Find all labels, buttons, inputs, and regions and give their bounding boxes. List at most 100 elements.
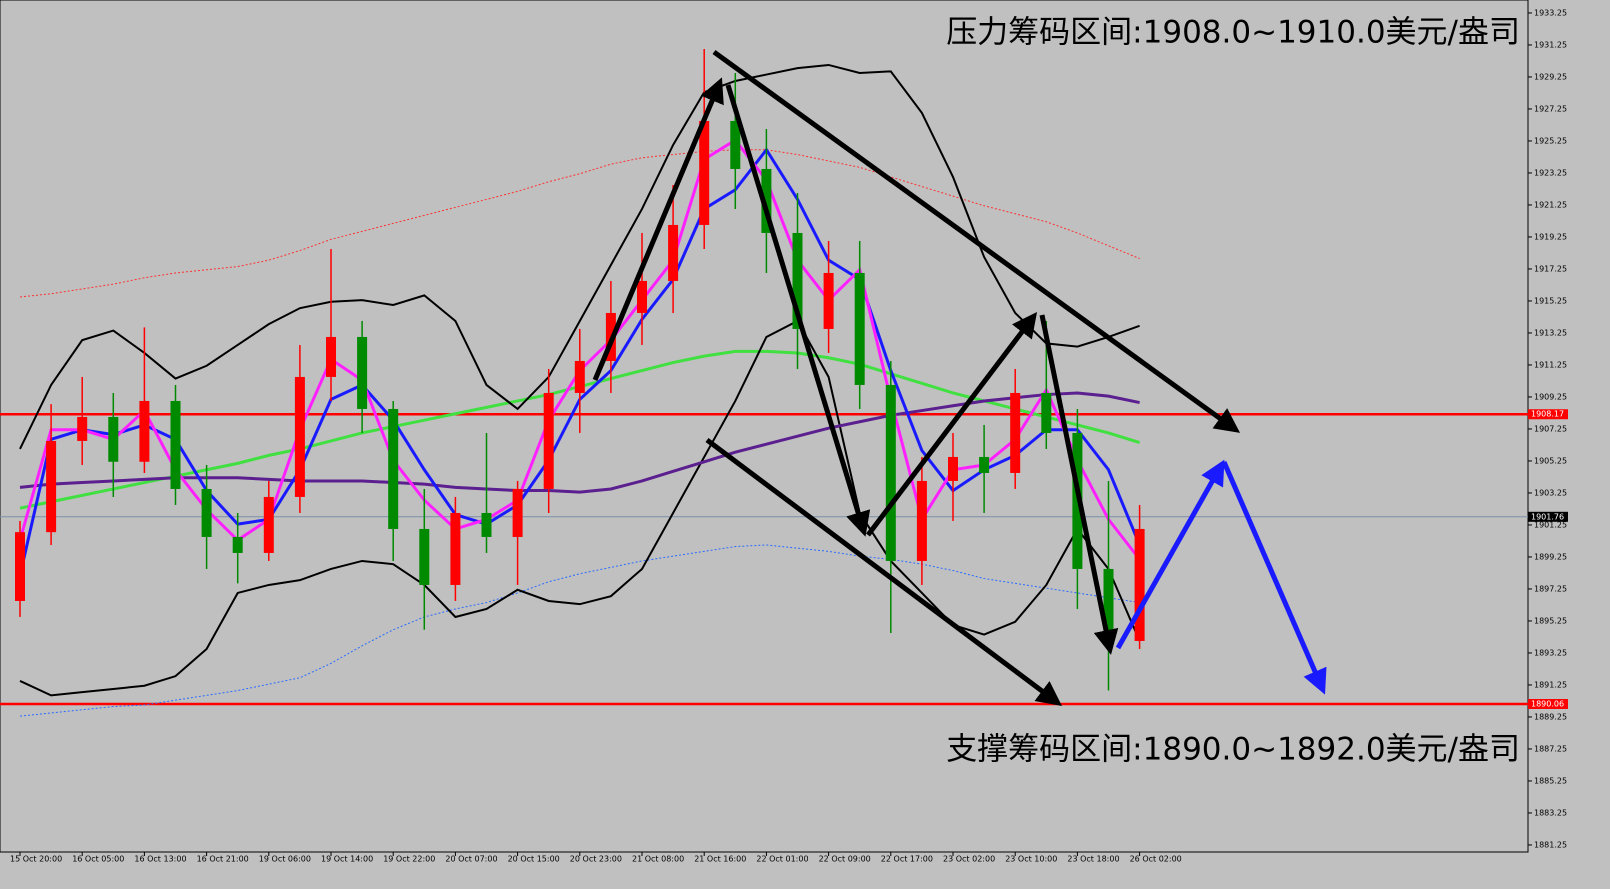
candle-body: [979, 456, 990, 473]
x-tick-label: 23 Oct 18:00: [1067, 855, 1119, 864]
y-tick-label: 1907.25: [1534, 424, 1567, 433]
x-tick-label: 19 Oct 22:00: [383, 855, 435, 864]
y-tick-label: 1919.25: [1534, 232, 1567, 241]
y-tick-label: 1897.25: [1534, 584, 1567, 593]
candle-body: [1041, 392, 1052, 433]
y-tick-label: 1929.25: [1534, 72, 1567, 81]
candle-body: [543, 392, 554, 489]
candle-body: [512, 488, 523, 537]
indicator-line: [19, 149, 1140, 298]
candle-body: [357, 336, 368, 409]
x-tick-label: 16 Oct 05:00: [72, 855, 124, 864]
candle-body: [699, 120, 710, 225]
y-tick-label: 1889.25: [1534, 712, 1567, 721]
y-tick-label: 1895.25: [1534, 616, 1567, 625]
x-tick-label: 23 Oct 02:00: [943, 855, 995, 864]
candle-body: [916, 480, 927, 561]
candle-body: [885, 384, 896, 561]
candle-body: [450, 512, 461, 585]
y-tick-label: 1923.25: [1534, 168, 1567, 177]
candle-body: [170, 400, 181, 489]
x-tick-label: 20 Oct 23:00: [570, 855, 622, 864]
y-tick-label: 1931.25: [1534, 40, 1567, 49]
price-label-box: [1528, 511, 1568, 522]
y-tick-label: 1881.25: [1534, 840, 1567, 849]
y-tick-label: 1917.25: [1534, 264, 1567, 273]
arrow: [866, 312, 1038, 537]
x-tick-label: 21 Oct 08:00: [632, 855, 684, 864]
y-tick-label: 1883.25: [1534, 808, 1567, 817]
x-tick-label: 15 Oct 20:00: [10, 855, 62, 864]
arrow: [1039, 314, 1119, 655]
candle-body: [419, 528, 430, 585]
candle-body: [263, 496, 274, 553]
candle-body: [730, 120, 741, 169]
arrow: [712, 49, 1241, 433]
y-tick-label: 1911.25: [1534, 360, 1567, 369]
arrow: [1221, 461, 1327, 695]
y-tick-label: 1893.25: [1534, 648, 1567, 657]
annotation: 压力筹码区间:1908.0~1910.0美元/盎司: [946, 15, 1520, 51]
arrow: [725, 84, 871, 537]
price-label: 1908.17: [1531, 410, 1564, 419]
y-tick-label: 1921.25: [1534, 200, 1567, 209]
candle-body: [761, 168, 772, 233]
y-tick-label: 1933.25: [1534, 8, 1567, 17]
x-tick-label: 22 Oct 17:00: [881, 855, 933, 864]
candle-body: [1103, 568, 1114, 641]
y-tick-label: 1905.25: [1534, 456, 1567, 465]
candle-body: [326, 336, 336, 377]
x-tick-label: 20 Oct 07:00: [445, 855, 497, 864]
x-tick-label: 19 Oct 06:00: [259, 855, 311, 864]
y-tick-label: 1903.25: [1534, 488, 1567, 497]
candle-body: [823, 272, 834, 329]
x-tick-label: 21 Oct 16:00: [694, 855, 746, 864]
y-tick-label: 1885.25: [1534, 776, 1567, 785]
annotation: 支撑筹码区间:1890.0~1892.0美元/盎司: [946, 732, 1520, 768]
indicator-line: [19, 63, 1140, 450]
candle-body: [574, 360, 585, 393]
price-label-box: [1528, 699, 1568, 709]
y-tick-label: 1913.25: [1534, 328, 1567, 337]
candle-body: [388, 408, 399, 529]
candle-body: [792, 232, 803, 329]
arrows: [592, 49, 1327, 706]
plot-area: [0, 0, 1529, 853]
price-label: 1901.76: [1531, 512, 1564, 521]
candle-body: [294, 376, 305, 497]
y-tick-label: 1887.25: [1534, 744, 1567, 753]
x-tick-label: 16 Oct 21:00: [197, 855, 249, 864]
x-tick-label: 23 Oct 10:00: [1005, 855, 1057, 864]
y-tick-label: 1927.25: [1534, 104, 1567, 113]
candle-body: [481, 512, 492, 537]
price-label: 1890.06: [1531, 700, 1564, 709]
y-tick-label: 1899.25: [1534, 552, 1567, 561]
x-tick-label: 20 Oct 15:00: [508, 855, 560, 864]
y-tick-label: 1901.25: [1534, 520, 1567, 529]
price-label-box: [1528, 409, 1568, 420]
y-tick-label: 1915.25: [1534, 296, 1567, 305]
y-tick-label: 1925.25: [1534, 136, 1567, 145]
arrow: [705, 437, 1063, 706]
candle-body: [46, 440, 57, 533]
candle-body: [1134, 528, 1145, 641]
candle-body: [201, 488, 212, 537]
arrow: [592, 77, 724, 381]
arrow: [1115, 459, 1225, 650]
candle-body: [854, 272, 865, 385]
y-tick-label: 1891.25: [1534, 680, 1567, 689]
x-tick-label: 22 Oct 09:00: [819, 855, 871, 864]
x-tick-label: 22 Oct 01:00: [756, 855, 808, 864]
candle-body: [108, 416, 119, 462]
candle-body: [637, 280, 647, 313]
candle-body: [1010, 392, 1021, 473]
y-tick-label: 1909.25: [1534, 392, 1567, 401]
candle-body: [15, 532, 25, 601]
candle-body: [77, 416, 88, 441]
x-tick-label: 26 Oct 02:00: [1130, 855, 1182, 864]
x-tick-label: 19 Oct 14:00: [321, 855, 373, 864]
x-tick-label: 16 Oct 13:00: [134, 855, 186, 864]
candle-body: [668, 224, 679, 281]
